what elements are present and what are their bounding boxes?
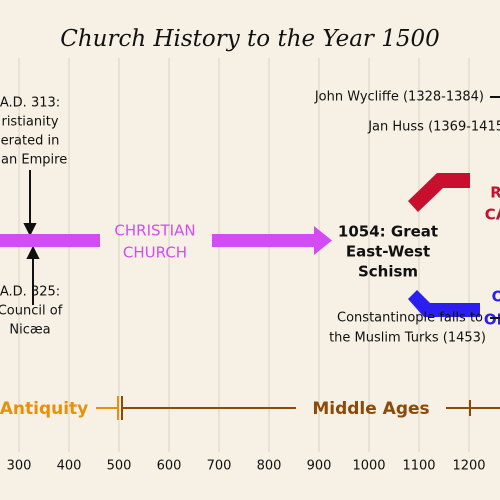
axis-label: 600	[157, 459, 182, 474]
axis-label: 1000	[352, 459, 385, 474]
roman-label: R	[490, 184, 500, 202]
axis-label: 300	[7, 459, 32, 474]
orthodox-branch	[408, 290, 480, 317]
event-text: han Empire	[0, 153, 67, 168]
event-text: ristianity	[1, 115, 58, 130]
reformer-text: Jan Huss (1369-1415	[367, 120, 500, 135]
axis-label: 900	[307, 459, 332, 474]
event-text: A.D. 313:	[0, 96, 60, 111]
era-label: Middle Ages	[312, 399, 429, 419]
arrow	[23, 170, 40, 305]
church-label: CHRISTIAN	[114, 222, 195, 240]
era-label: Antiquity	[0, 399, 88, 419]
church-label: CHURCH	[123, 244, 187, 262]
axis-label: 1100	[402, 459, 435, 474]
axis-label: 800	[257, 459, 282, 474]
axis-label: 1200	[452, 459, 485, 474]
axis-label: 500	[107, 459, 132, 474]
axis-label: 400	[57, 459, 82, 474]
title: Church History to the Year 1500	[60, 26, 440, 52]
event-text: Council of	[0, 304, 63, 319]
church-bar	[0, 226, 332, 255]
schism-text: East-West	[346, 243, 430, 261]
event-text: erated in	[1, 134, 60, 149]
orthodox-label: OR	[484, 311, 500, 329]
schism-text: Schism	[358, 263, 418, 281]
event-text: Constantinople falls to	[337, 311, 483, 326]
reformer-text: John Wycliffe (1328-1384)	[314, 90, 484, 105]
era-lines	[96, 396, 500, 420]
grid	[18, 58, 470, 452]
event-text: A.D. 325:	[0, 285, 60, 300]
roman-branch	[408, 173, 470, 212]
event-text: Nicæa	[9, 323, 50, 338]
roman-label: CA	[485, 206, 500, 224]
event-text: the Muslim Turks (1453)	[329, 331, 486, 346]
orthodox-label: O	[492, 288, 500, 306]
schism-text: 1054: Great	[338, 223, 438, 241]
axis-label: 700	[207, 459, 232, 474]
